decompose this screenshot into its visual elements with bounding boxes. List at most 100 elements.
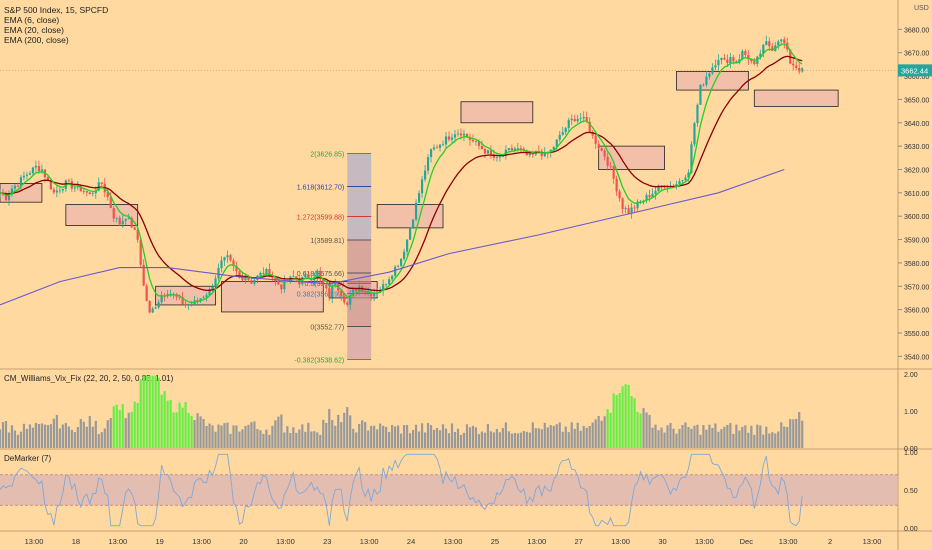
vix-bar bbox=[325, 422, 328, 448]
candle-body bbox=[510, 148, 513, 151]
candle-body bbox=[801, 68, 804, 72]
vix-bar bbox=[154, 375, 157, 448]
candle-body bbox=[723, 58, 726, 60]
vix-bar bbox=[16, 434, 20, 448]
candle-body bbox=[489, 150, 493, 155]
price-tick-label: 3600.00 bbox=[904, 214, 929, 221]
vix-bar bbox=[247, 424, 250, 448]
candle-body bbox=[52, 189, 55, 193]
candle-body bbox=[58, 190, 61, 192]
vix-bar bbox=[648, 415, 651, 448]
vix-bar bbox=[510, 433, 513, 448]
candle-body bbox=[67, 180, 70, 182]
vix-bar bbox=[76, 427, 79, 448]
vix-bar bbox=[31, 427, 35, 448]
candle-body bbox=[31, 167, 35, 174]
vix-bar bbox=[382, 425, 385, 448]
candle-body bbox=[49, 179, 52, 190]
vix-bar bbox=[175, 412, 178, 448]
vix-bar bbox=[756, 424, 759, 448]
candle-body bbox=[702, 84, 705, 86]
vix-bar bbox=[310, 431, 313, 448]
candle-body bbox=[597, 143, 600, 149]
vix-bar bbox=[232, 425, 235, 448]
vix-bar bbox=[663, 432, 666, 448]
vix-bar bbox=[370, 425, 373, 448]
vix-bar bbox=[295, 432, 298, 448]
vix-bar bbox=[337, 414, 340, 448]
candle-body bbox=[40, 169, 44, 172]
vix-bar bbox=[259, 430, 262, 448]
candle-body bbox=[717, 59, 720, 66]
vix-bar bbox=[426, 422, 430, 448]
candle-body bbox=[783, 39, 786, 43]
vix-bar bbox=[316, 432, 319, 448]
vix-bar bbox=[552, 425, 555, 448]
legend-ema-6[interactable]: EMA (6, close) bbox=[4, 15, 60, 25]
vix-bar bbox=[385, 426, 388, 448]
vix-bar bbox=[588, 425, 591, 448]
vix-bar bbox=[355, 432, 358, 448]
candle-body bbox=[471, 139, 475, 142]
ema-200-line bbox=[0, 168, 785, 306]
candle-body bbox=[190, 304, 193, 306]
vix-bar bbox=[576, 422, 579, 448]
candle-body bbox=[456, 133, 460, 135]
candle-body bbox=[636, 201, 639, 209]
vix-bar bbox=[205, 425, 208, 448]
vix-bar bbox=[498, 432, 501, 448]
legend-ema-20[interactable]: EMA (20, close) bbox=[4, 25, 64, 35]
candle-body bbox=[133, 227, 136, 230]
time-tick-label: 13:00 bbox=[276, 537, 295, 546]
time-tick-label: 19 bbox=[156, 537, 164, 546]
candle-body bbox=[483, 149, 487, 154]
vix-bar bbox=[0, 429, 2, 448]
vix-bar bbox=[507, 431, 510, 448]
candle-body bbox=[388, 279, 391, 285]
candle-body bbox=[777, 41, 780, 46]
candle-body bbox=[567, 120, 570, 128]
candle-body bbox=[268, 269, 271, 276]
vix-bar bbox=[388, 431, 391, 448]
time-tick-label: 30 bbox=[658, 537, 666, 546]
price-tick-label: 3610.00 bbox=[904, 191, 929, 198]
vix-bar bbox=[292, 427, 295, 448]
vix-bar bbox=[468, 427, 472, 448]
candle-body bbox=[630, 207, 633, 214]
candle-body bbox=[382, 284, 385, 291]
time-tick-label: 13:00 bbox=[527, 537, 546, 546]
vix-bar bbox=[642, 408, 645, 448]
vix-bar bbox=[160, 394, 163, 448]
candle-body bbox=[582, 117, 585, 119]
vix-bar bbox=[223, 423, 226, 448]
candle-body bbox=[277, 280, 280, 285]
vix-bar bbox=[624, 384, 627, 448]
candle-body bbox=[744, 51, 747, 56]
vix-bar bbox=[307, 422, 310, 448]
candle-body bbox=[687, 172, 690, 178]
legend-ema-200[interactable]: EMA (200, close) bbox=[4, 35, 69, 45]
candle-body bbox=[253, 279, 256, 284]
vix-bar bbox=[22, 423, 26, 448]
vix-bar bbox=[358, 423, 361, 448]
vix-bar bbox=[774, 433, 777, 448]
vix-bar bbox=[46, 425, 49, 448]
vix-bar bbox=[286, 426, 289, 448]
candle-body bbox=[720, 58, 723, 60]
candle-body bbox=[453, 134, 457, 138]
vix-bar bbox=[543, 422, 546, 448]
candle-body bbox=[612, 166, 615, 179]
candle-body bbox=[426, 157, 430, 171]
vix-bar bbox=[55, 414, 58, 448]
last-price-label: 3662.44 bbox=[901, 66, 928, 75]
vix-bar bbox=[97, 434, 100, 448]
vix-bar bbox=[720, 429, 723, 448]
price-tick-label: 3560.00 bbox=[904, 308, 929, 315]
candle-body bbox=[414, 202, 418, 220]
vix-bar bbox=[100, 432, 103, 448]
vix-bar bbox=[456, 428, 460, 448]
vix-bar bbox=[639, 413, 642, 448]
vix-bar bbox=[43, 424, 46, 448]
candle-body bbox=[202, 297, 205, 299]
